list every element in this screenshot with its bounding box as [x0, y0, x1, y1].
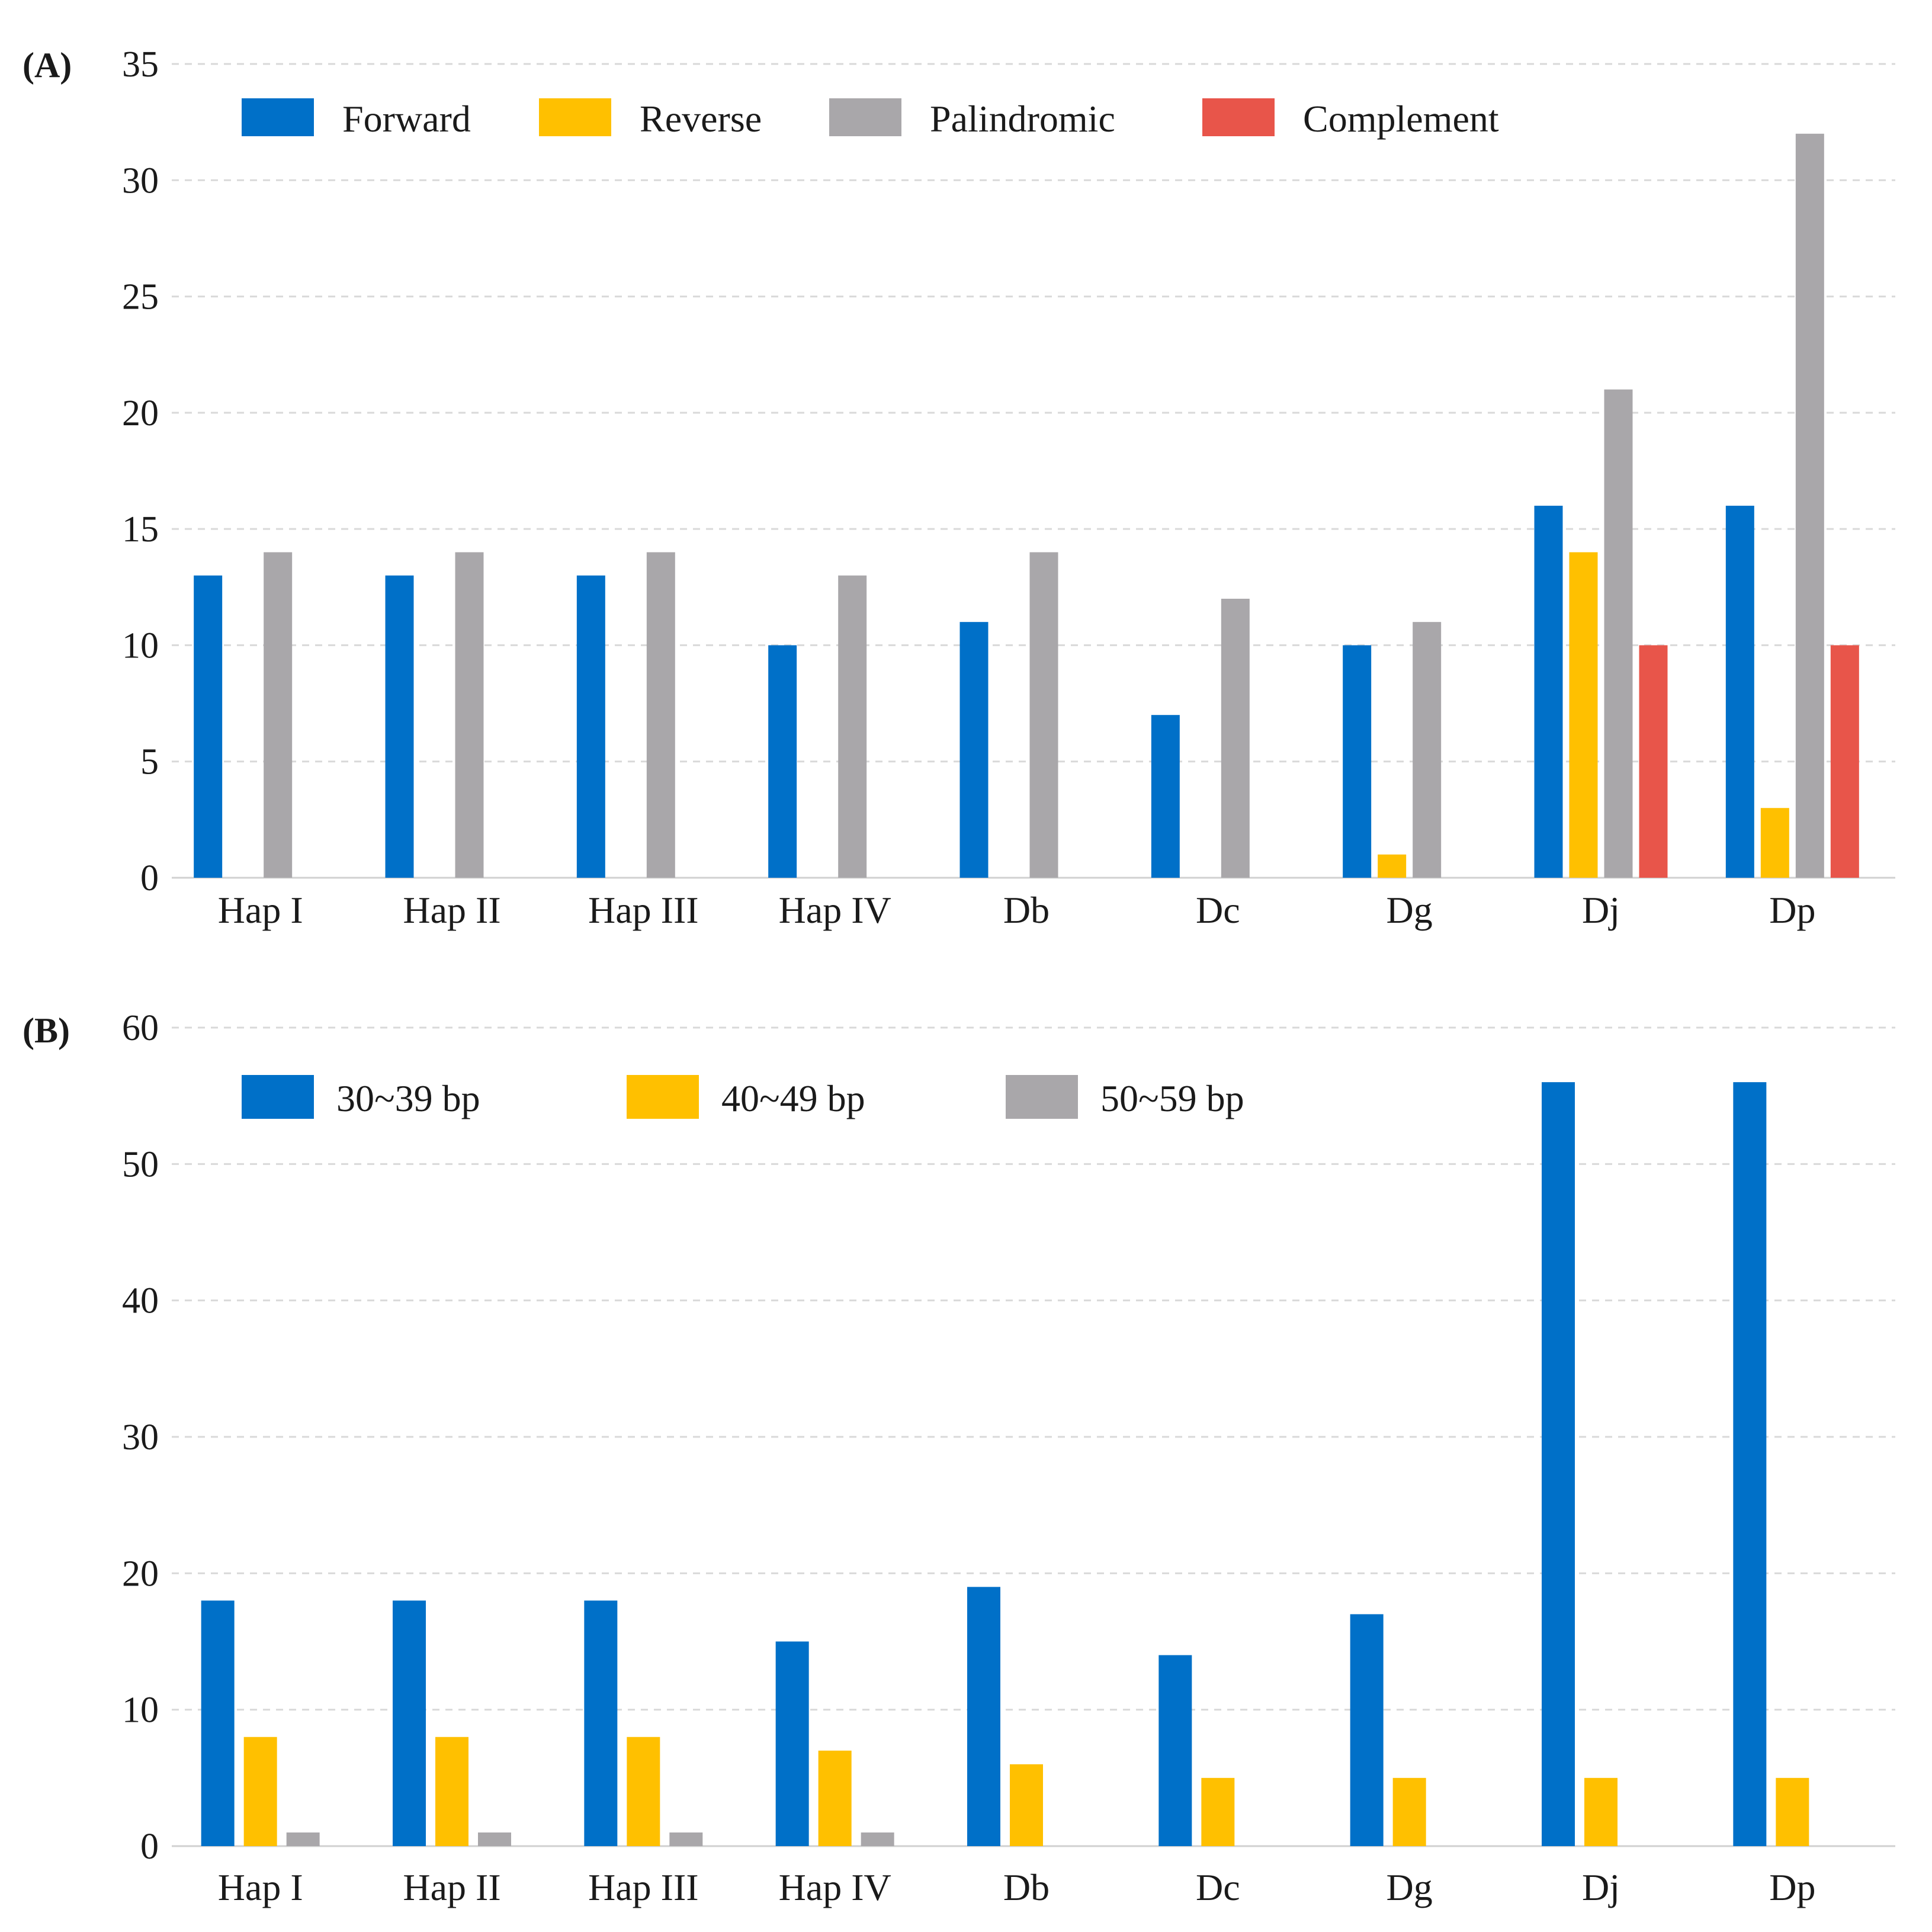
panel-b-ytick-label: 40 — [122, 1281, 159, 1321]
panel-b-legend-swatch-50-59-bp — [1006, 1075, 1078, 1119]
panel-b-bar-30-39-bp — [967, 1587, 1000, 1846]
panel-b-bar-30-39-bp — [1158, 1655, 1192, 1846]
panel-a-bar-forward — [1151, 715, 1180, 878]
panel-b-bar-40-49-bp — [1584, 1777, 1618, 1846]
panel-b-legend-label-50-59-bp: 50~59 bp — [1100, 1077, 1244, 1119]
panel-a-bar-forward — [1534, 505, 1563, 878]
panel-b-ytick-label: 20 — [122, 1554, 159, 1594]
panel-a-bar-complement — [1830, 645, 1859, 878]
panel-a-bar-palindromic — [838, 575, 867, 878]
panel-b-bar-30-39-bp — [393, 1600, 426, 1846]
panel-a-category-label: Hap I — [218, 889, 303, 931]
panel-a-bar-palindromic — [1221, 598, 1250, 878]
panel-a-legend-swatch-complement — [1202, 98, 1275, 136]
panel-a-bar-forward — [194, 575, 223, 878]
panel-b-bar-30-39-bp — [201, 1600, 235, 1846]
panel-a-bar-forward — [768, 645, 797, 878]
panel-a-bar-palindromic — [1604, 389, 1633, 878]
panel-b-bar-40-49-bp — [1201, 1777, 1235, 1846]
panel-a-bar-reverse — [1569, 552, 1598, 878]
panel-a-legend-swatch-forward — [242, 98, 314, 136]
panel-a-ytick-label: 30 — [122, 161, 159, 201]
panel-a-category-label: Hap III — [588, 889, 699, 931]
panel-b-category-label: Hap II — [403, 1866, 500, 1908]
panel-a-category-label: Dj — [1582, 889, 1620, 931]
panel-b-bar-50-59-bp — [286, 1832, 320, 1846]
panel-b-bar-30-39-bp — [1733, 1082, 1767, 1846]
panel-a-bar-reverse — [1760, 808, 1789, 878]
panel-a-chart: (A) 0 5 10 15 20 25 30 35 Hap I Hap II Hap III Hap I… — [23, 44, 1895, 931]
panel-a-bar-palindromic — [455, 552, 484, 878]
panel-a-bar-palindromic — [264, 552, 293, 878]
panel-a-category-label: Dp — [1769, 889, 1815, 931]
panel-b-legend-swatch-40-49-bp — [627, 1075, 699, 1119]
panel-b-bar-30-39-bp — [1350, 1614, 1384, 1846]
panel-a-bar-palindromic — [1029, 552, 1058, 878]
panel-b-bar-40-49-bp — [1010, 1764, 1043, 1846]
panel-a-legend-label-palindromic: Palindromic — [930, 98, 1115, 140]
panel-a-category-label: Dg — [1387, 889, 1433, 931]
panel-a-bar-forward — [1725, 505, 1754, 878]
panel-a-legend-label-complement: Complement — [1303, 98, 1499, 140]
panel-a-bar-forward — [959, 622, 989, 878]
panel-b-legend-label-30-39-bp: 30~39 bp — [336, 1077, 480, 1119]
panel-a-legend-label-forward: Forward — [342, 98, 471, 140]
panel-b-chart: (B) 0 10 20 30 40 50 60 Hap I Hap II Hap III Hap IV… — [23, 1008, 1895, 1908]
panel-b-label: (B) — [23, 1011, 70, 1050]
panel-a-bar-complement — [1639, 645, 1668, 878]
panel-a-category-label: Db — [1003, 889, 1050, 931]
panel-b-category-label: Db — [1003, 1866, 1050, 1908]
panel-b-bar-30-39-bp — [584, 1600, 618, 1846]
panel-a-category-label: Dc — [1196, 889, 1240, 931]
panel-a-ytick-label: 5 — [140, 742, 159, 782]
panel-b-ytick-label: 0 — [140, 1827, 159, 1867]
panel-b-bar-40-49-bp — [1776, 1777, 1809, 1846]
panel-b-bar-40-49-bp — [1392, 1777, 1426, 1846]
panel-b-category-label: Dc — [1196, 1866, 1240, 1908]
panel-a-legend-label-reverse: Reverse — [640, 98, 762, 140]
panel-a-bar-forward — [385, 575, 414, 878]
panel-a-ytick-label: 10 — [122, 625, 159, 666]
panel-a-bar-palindromic — [1413, 622, 1442, 878]
panel-b-category-label: Hap III — [588, 1866, 699, 1908]
panel-b-bar-50-59-bp — [861, 1832, 894, 1846]
panel-b-category-label: Dj — [1582, 1866, 1620, 1908]
panel-a-ytick-label: 20 — [122, 393, 159, 434]
panel-b-bar-40-49-bp — [435, 1737, 468, 1846]
panel-a-bar-palindromic — [1795, 133, 1824, 878]
panel-b-bar-40-49-bp — [243, 1737, 277, 1846]
panel-a-category-label: Hap IV — [779, 889, 891, 931]
panel-a-bar-forward — [576, 575, 605, 878]
panel-b-legend-label-40-49-bp: 40~49 bp — [721, 1077, 865, 1119]
panel-a-label: (A) — [23, 46, 72, 85]
panel-b-bar-30-39-bp — [775, 1641, 809, 1846]
panel-a-legend-swatch-reverse — [539, 98, 611, 136]
panel-b-bar-40-49-bp — [818, 1750, 852, 1846]
panel-a-bar-reverse — [1378, 854, 1407, 878]
panel-a-legend-swatch-palindromic — [829, 98, 901, 136]
panel-a-ytick-label: 15 — [122, 509, 159, 550]
panel-b-ytick-label: 60 — [122, 1008, 159, 1048]
panel-b-category-label: Dg — [1387, 1866, 1433, 1908]
panel-a-bar-palindromic — [646, 552, 675, 878]
panel-a-bar-forward — [1343, 645, 1372, 878]
panel-a-ytick-label: 0 — [140, 858, 159, 898]
panel-b-category-label: Dp — [1769, 1866, 1815, 1908]
panel-b-bar-50-59-bp — [478, 1832, 511, 1846]
panel-b-bar-40-49-bp — [627, 1737, 660, 1846]
panel-b-ytick-label: 50 — [122, 1144, 159, 1185]
panel-b-category-label: Hap I — [218, 1866, 303, 1908]
panel-b-bar-50-59-bp — [669, 1832, 703, 1846]
panel-b-ytick-label: 10 — [122, 1690, 159, 1731]
panel-b-category-label: Hap IV — [779, 1866, 891, 1908]
panel-a-category-label: Hap II — [403, 889, 500, 931]
panel-a-ytick-label: 25 — [122, 277, 159, 317]
panel-b-ytick-label: 30 — [122, 1417, 159, 1458]
panel-a-ytick-label: 35 — [122, 44, 159, 85]
panel-b-legend-swatch-30-39-bp — [242, 1075, 314, 1119]
panel-b-bar-30-39-bp — [1542, 1082, 1575, 1846]
